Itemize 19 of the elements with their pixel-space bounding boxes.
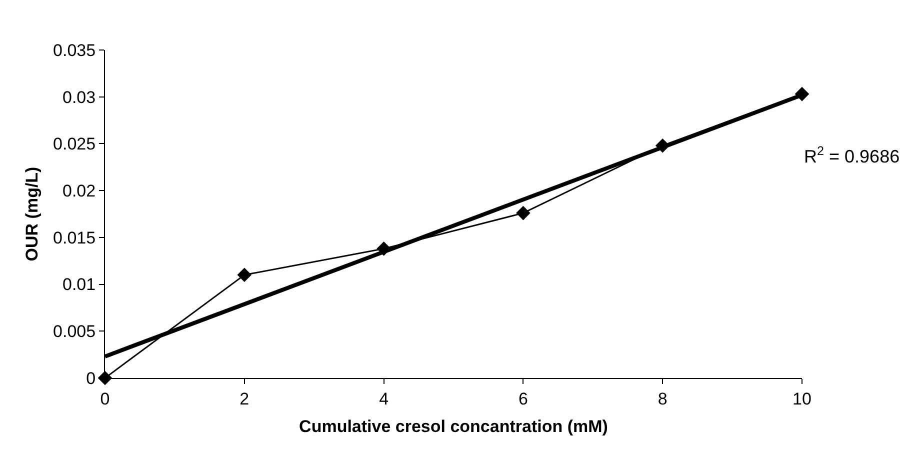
- y-axis-title: OUR (mg/L): [22, 166, 42, 262]
- y-tick-label: 0.01: [62, 275, 96, 294]
- x-tick-label: 6: [518, 389, 528, 408]
- x-axis-title: Cumulative cresol concantration (mM): [299, 416, 608, 436]
- y-tick-label: 0.02: [62, 182, 96, 201]
- point: [237, 268, 252, 282]
- x-tick-label: 0: [100, 389, 110, 408]
- y-tick-label: 0.015: [53, 228, 96, 248]
- x-tick-label: 10: [792, 389, 812, 408]
- y-tick-label: 0.035: [53, 40, 96, 60]
- x-tick-label: 8: [658, 389, 668, 408]
- point: [516, 206, 530, 220]
- y-tick-label: 0.025: [53, 134, 96, 154]
- x-tick-label: 2: [240, 389, 250, 408]
- y-tick-label: 0.03: [62, 88, 96, 107]
- x-tick-label: 4: [379, 389, 389, 408]
- y-tick-label: 0: [86, 368, 96, 388]
- y-tick-label: 0.005: [53, 322, 96, 342]
- text: R$^{2}$ = 0.9686: [804, 144, 900, 167]
